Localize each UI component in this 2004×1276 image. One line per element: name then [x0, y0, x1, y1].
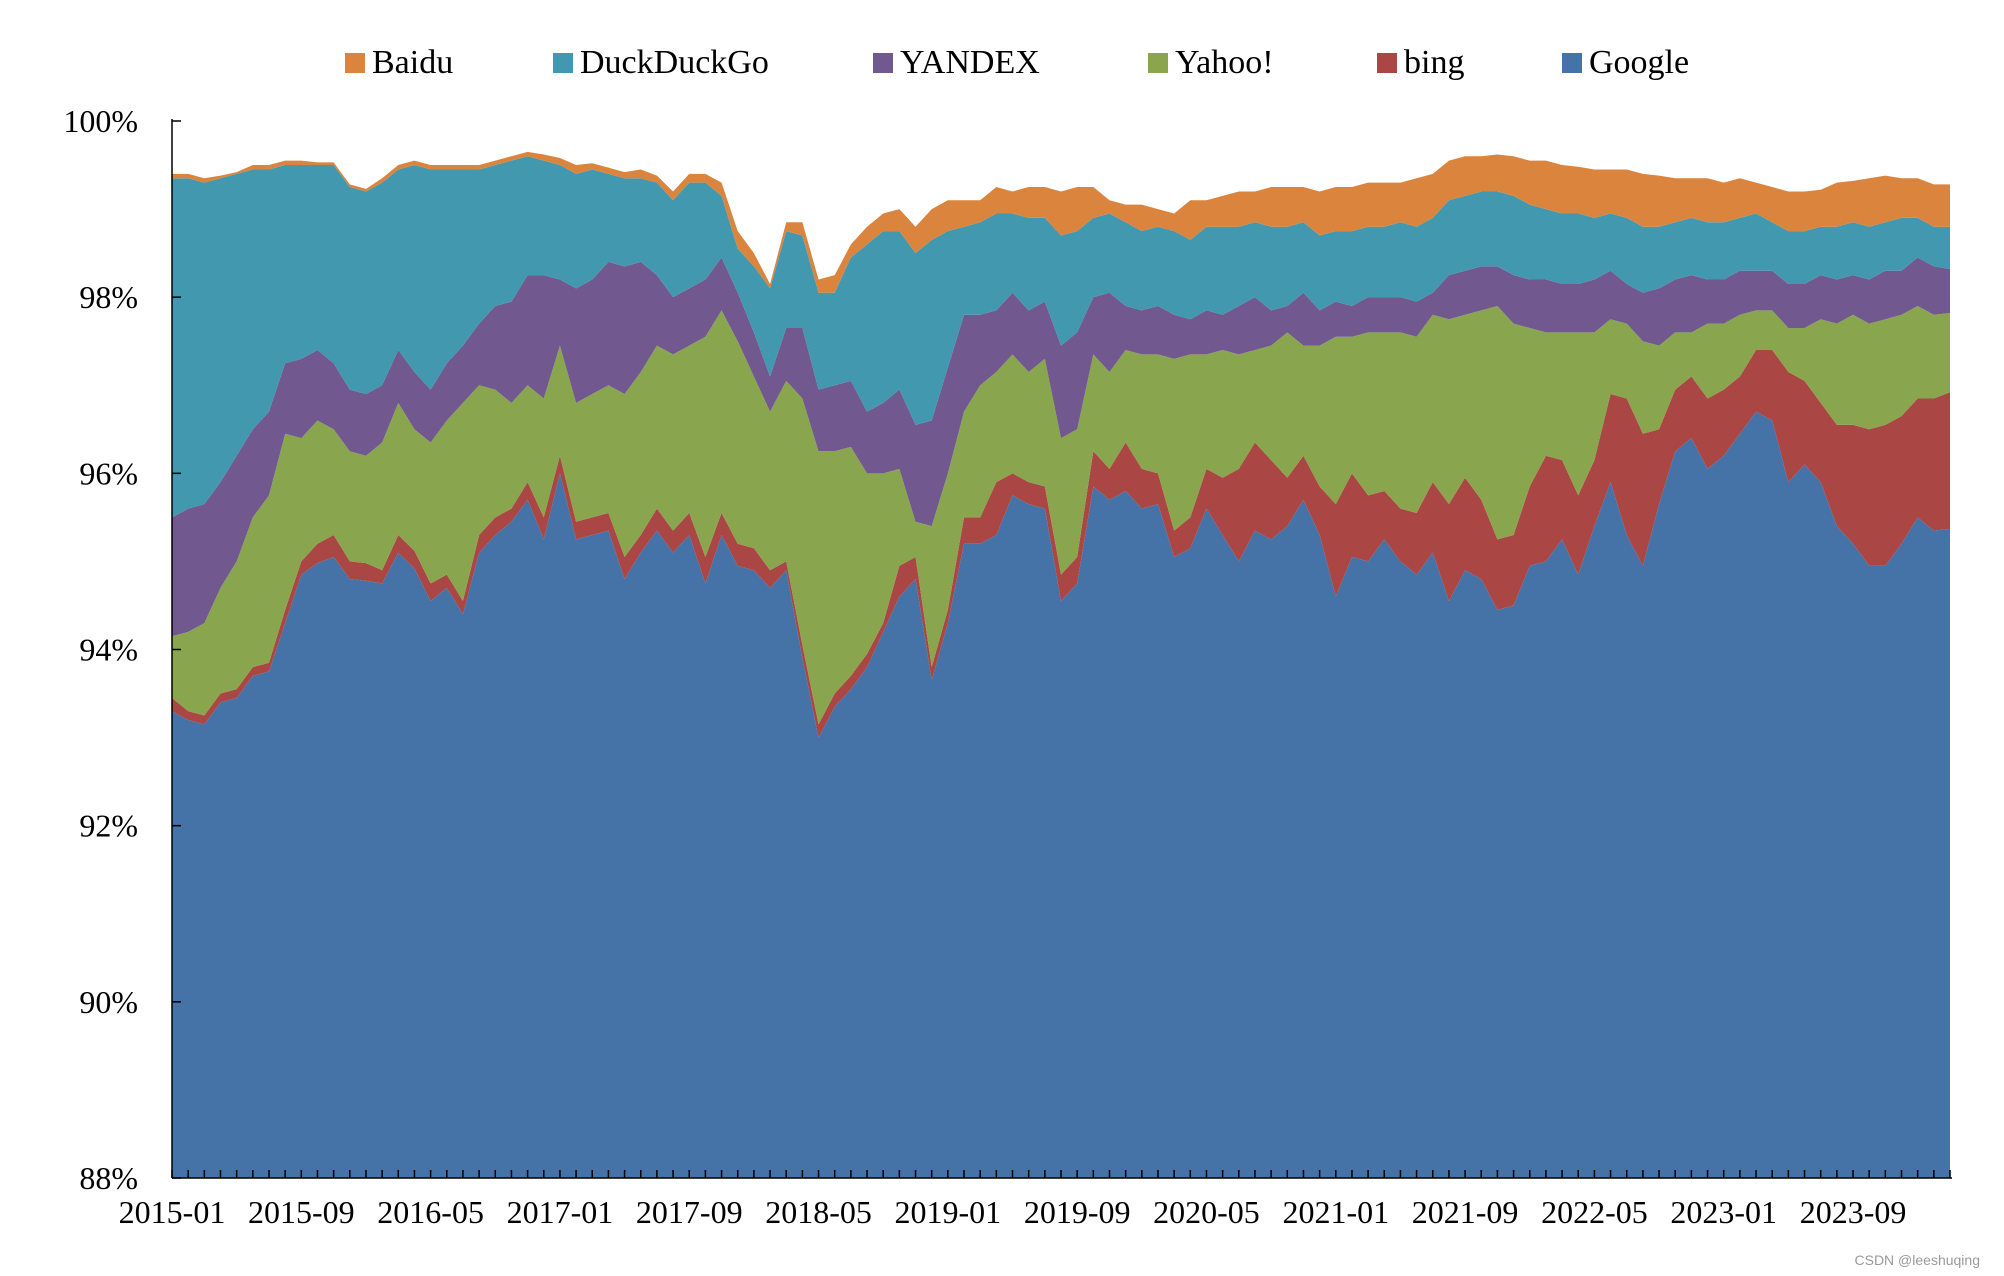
- area-yahoo: [172, 305, 1950, 725]
- y-tick-label: 92%: [79, 808, 138, 844]
- x-tick-label: 2017-09: [636, 1194, 743, 1230]
- series-areas: [172, 151, 1950, 1178]
- legend-label-google: Google: [1589, 44, 1689, 81]
- x-tick-label: 2015-09: [248, 1194, 355, 1230]
- y-tick-label: 96%: [79, 455, 138, 491]
- legend-swatch-duckduckgo: [553, 53, 573, 73]
- x-tick-label: 2022-05: [1541, 1194, 1648, 1230]
- y-tick-label: 88%: [79, 1160, 138, 1196]
- x-tick-label: 2018-05: [765, 1194, 872, 1230]
- x-tick-label: 2023-09: [1800, 1194, 1907, 1230]
- x-tick-label: 2021-01: [1282, 1194, 1389, 1230]
- x-tick-label: 2017-01: [507, 1194, 614, 1230]
- legend-swatch-google: [1562, 53, 1582, 73]
- x-tick-label: 2016-05: [377, 1194, 484, 1230]
- legend-label-yandex: YANDEX: [900, 44, 1040, 81]
- area-google: [172, 411, 1950, 1178]
- legend-label-yahoo: Yahoo!: [1175, 44, 1274, 81]
- legend-swatch-bing: [1377, 53, 1397, 73]
- x-tick-label: 2021-09: [1412, 1194, 1519, 1230]
- x-tick-label: 2019-09: [1024, 1194, 1131, 1230]
- x-tick-label: 2015-01: [119, 1194, 226, 1230]
- area-duckduckgo: [172, 156, 1950, 518]
- x-tick-label: 2020-05: [1153, 1194, 1260, 1230]
- legend-label-duckduckgo: DuckDuckGo: [580, 44, 769, 81]
- x-tick-label: 2023-01: [1670, 1194, 1777, 1230]
- legend-label-bing: bing: [1404, 44, 1464, 81]
- y-tick-label: 90%: [79, 984, 138, 1020]
- legend-swatch-baidu: [345, 53, 365, 73]
- watermark: CSDN @leeshuqing: [1854, 1252, 1981, 1268]
- legend-swatch-yandex: [873, 53, 893, 73]
- axes: 88% 90% 92% 94% 96% 98% 100% 2015-01 2015-09 2016…: [63, 103, 1952, 1230]
- y-tick-label: 98%: [79, 279, 138, 315]
- x-tick-label: 2019-01: [895, 1194, 1002, 1230]
- y-tick-label: 100%: [63, 103, 138, 139]
- y-tick-label: 94%: [79, 632, 138, 668]
- legend-label-baidu: Baidu: [372, 44, 453, 81]
- area-bing: [172, 350, 1950, 738]
- area-yandex: [172, 257, 1950, 637]
- legend-swatch-yahoo: [1148, 53, 1168, 73]
- area-baidu: [172, 151, 1950, 293]
- legend: Baidu DuckDuckGo YANDEX Yahoo! bing Google: [345, 44, 1689, 81]
